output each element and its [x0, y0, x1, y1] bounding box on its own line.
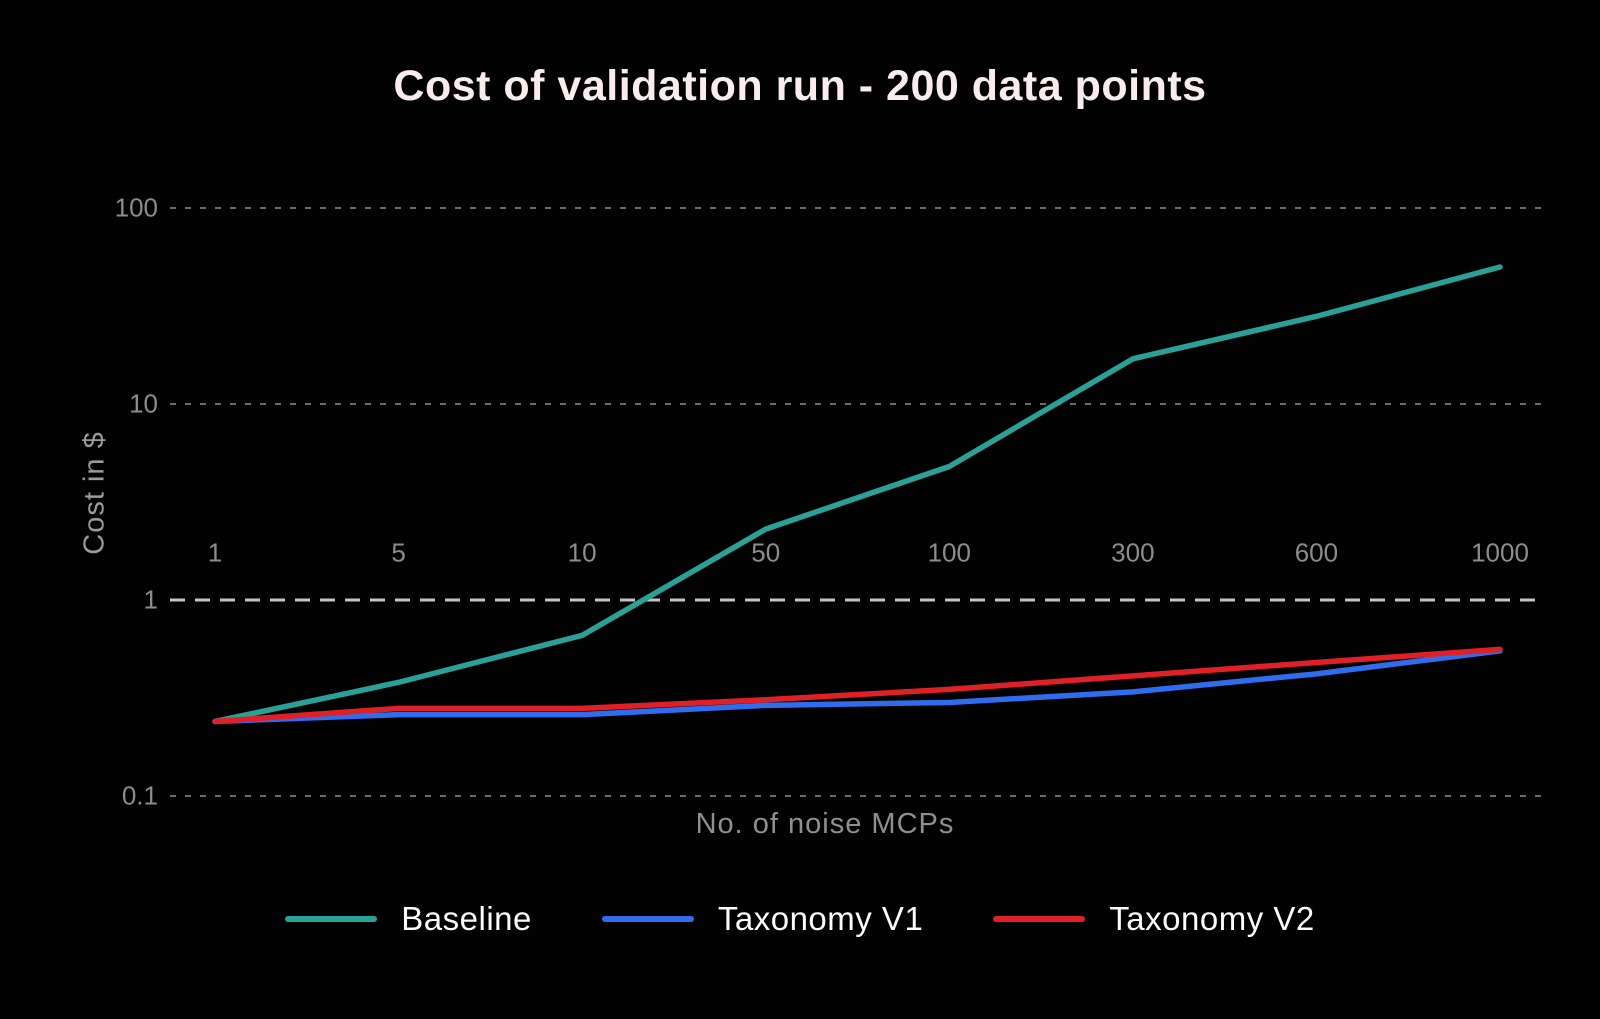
legend-item-taxonomy-v2: Taxonomy V2 [993, 900, 1314, 938]
legend-swatch-icon [601, 916, 694, 922]
series-line-baseline [212, 264, 1503, 725]
legend-label: Taxonomy V2 [1109, 900, 1315, 937]
y-tick-label-100: 100 [114, 192, 158, 223]
legend: Baseline Taxonomy V1 Taxonomy V2 [0, 900, 1600, 938]
legend-item-baseline: Baseline [285, 900, 532, 938]
x-tick-label-600: 600 [1294, 537, 1339, 568]
x-tick-label-1000: 1000 [1471, 537, 1529, 568]
x-tick-label-300: 300 [1111, 537, 1155, 568]
y-tick-label-0.1: 0.1 [121, 780, 158, 811]
y-axis-title: Cost in $ [78, 431, 111, 555]
x-tick-label-5: 5 [391, 537, 406, 568]
x-tick-label-1: 1 [207, 537, 223, 568]
y-tick-label-10: 10 [129, 388, 158, 419]
y-tick-label-1: 1 [143, 584, 158, 615]
x-tick-label-50: 50 [751, 537, 781, 568]
x-axis-title: No. of noise MCPs [695, 808, 955, 840]
series-line-taxonomy-v1 [212, 648, 1503, 725]
legend-label: Taxonomy V1 [717, 900, 924, 937]
legend-label: Baseline [401, 900, 532, 937]
x-tick-label-100: 100 [927, 537, 971, 568]
chart-title: Cost of validation run - 200 data points [393, 62, 1207, 110]
legend-swatch-icon [993, 916, 1086, 922]
legend-item-taxonomy-v1: Taxonomy V1 [601, 900, 924, 938]
legend-swatch-icon [285, 916, 378, 922]
series-line-taxonomy-v2 [212, 646, 1503, 725]
x-tick-label-10: 10 [567, 537, 597, 568]
